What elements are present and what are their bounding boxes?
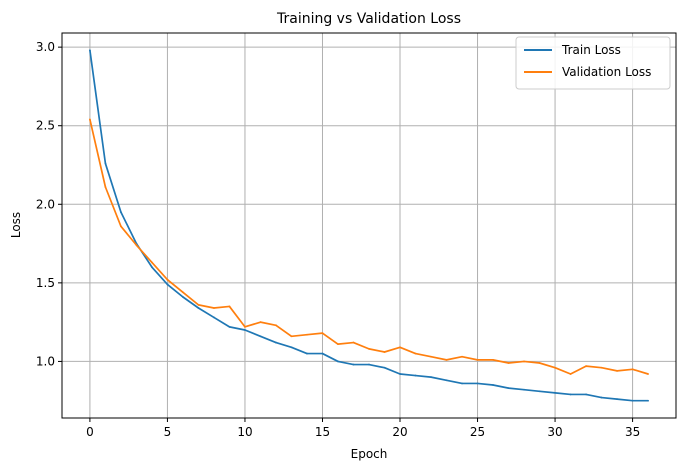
data-point-validation-loss [445,358,448,361]
x-tick-label: 15 [315,425,330,439]
data-point-train-loss [430,376,432,379]
data-point-train-loss [368,363,370,366]
data-point-validation-loss [166,278,169,281]
data-point-train-loss [120,211,122,214]
data-point-train-loss [461,382,463,385]
data-point-train-loss [616,398,618,401]
data-point-validation-loss [368,347,370,350]
x-tick-label: 5 [164,425,172,439]
data-point-validation-loss [538,362,541,364]
data-point-validation-loss [228,305,231,308]
data-point-validation-loss [600,366,603,369]
chart-title: Training vs Validation Loss [276,11,461,27]
data-point-validation-loss [321,332,324,335]
data-point-validation-loss [120,225,122,228]
data-point-validation-loss [213,307,215,309]
data-point-train-loss [554,391,556,394]
data-point-validation-loss [306,333,308,336]
y-tick-label: 1.5 [36,276,55,290]
x-tick-label: 0 [86,425,94,439]
data-point-train-loss [166,283,169,286]
data-point-validation-loss [383,351,386,353]
data-point-train-loss [259,335,262,338]
data-point-train-loss [507,387,510,390]
legend: Train Loss Validation Loss [515,36,671,90]
data-point-train-loss [197,307,200,309]
x-tick-label: 25 [470,425,485,439]
data-point-validation-loss [554,366,556,369]
data-point-validation-loss [461,355,463,358]
data-point-validation-loss [151,261,153,264]
data-point-train-loss [151,266,153,269]
data-point-train-loss [631,399,634,402]
data-point-validation-loss [89,118,91,121]
data-point-train-loss [585,393,587,396]
data-point-validation-loss [104,186,107,188]
data-point-train-loss [523,388,525,391]
data-point-validation-loss [430,355,432,358]
data-point-validation-loss [631,368,634,371]
data-point-train-loss [445,379,448,382]
data-point-validation-loss [569,373,572,375]
y-tick-label: 1.0 [36,354,55,368]
grid [62,33,676,418]
data-point-validation-loss [259,321,262,324]
x-tick-label: 30 [547,425,562,439]
data-point-train-loss [213,316,215,319]
x-tick-label: 20 [392,425,407,439]
data-point-train-loss [290,346,293,349]
data-point-validation-loss [290,335,293,338]
data-point-train-loss [476,382,479,385]
plot-frame [61,32,677,419]
data-point-validation-loss [275,324,277,327]
data-point-validation-loss [523,360,525,363]
data-point-validation-loss [399,346,401,349]
y-tick-label: 2.5 [36,119,55,133]
data-point-validation-loss [244,325,246,328]
data-point-validation-loss [337,343,339,346]
data-point-train-loss [647,399,649,402]
x-axis: 0 5 10 15 20 25 30 35 [86,418,640,439]
data-point-train-loss [306,352,308,355]
legend-label-validation: Validation Loss [562,65,651,79]
data-point-train-loss [89,49,91,52]
data-point-train-loss [383,366,386,369]
x-tick-label: 10 [237,425,252,439]
data-point-train-loss [275,341,277,344]
x-axis-label: Epoch [351,447,388,461]
data-point-validation-loss [182,291,184,294]
data-point-train-loss [337,360,339,363]
data-point-train-loss [399,373,401,375]
data-point-validation-loss [492,358,494,361]
data-point-validation-loss [352,341,355,344]
data-point-validation-loss [616,369,618,372]
data-point-train-loss [352,363,355,366]
data-point-train-loss [182,296,184,298]
data-point-validation-loss [414,352,417,355]
data-point-validation-loss [507,362,510,364]
data-point-validation-loss [647,373,649,375]
data-point-train-loss [228,325,231,328]
data-point-train-loss [600,396,603,399]
data-point-validation-loss [585,365,587,368]
y-axis: 1.0 1.5 2.0 2.5 3.0 [36,40,62,368]
y-axis-label: Loss [9,212,23,238]
data-point-train-loss [414,374,417,377]
data-point-validation-loss [197,303,200,306]
data-point-train-loss [569,393,572,396]
data-point-train-loss [321,352,324,355]
series-lines [89,49,649,402]
data-point-train-loss [538,390,541,393]
data-point-train-loss [104,162,107,165]
data-point-train-loss [492,384,494,386]
y-tick-label: 3.0 [36,40,55,54]
data-point-validation-loss [476,358,479,361]
legend-box [515,36,671,90]
y-tick-label: 2.0 [36,197,55,211]
data-point-train-loss [244,329,246,331]
x-tick-label: 35 [625,425,640,439]
data-point-validation-loss [135,244,138,247]
legend-label-train: Train Loss [561,43,621,57]
